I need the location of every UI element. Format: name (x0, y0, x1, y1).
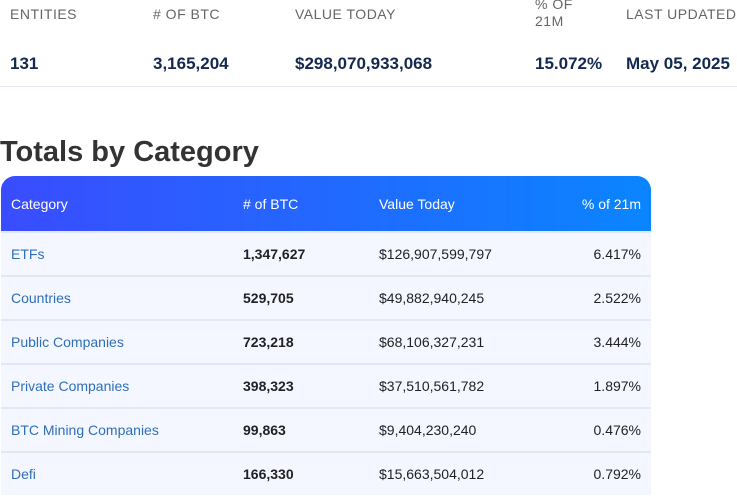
table-row: ETFs 1,347,627 $126,907,599,797 6.417% (1, 231, 651, 275)
header-percent: % OF 21M (535, 0, 573, 29)
btc-cell: 398,323 (243, 378, 294, 394)
summary-stats: ENTITIES # OF BTC VALUE TODAY % OF 21M L… (0, 0, 737, 87)
column-btc[interactable]: # of BTC (243, 195, 299, 212)
column-value[interactable]: Value Today (379, 195, 455, 212)
btc-cell: 529,705 (243, 290, 294, 306)
category-table: Category # of BTC Value Today % of 21m E… (1, 176, 651, 495)
category-link[interactable]: BTC Mining Companies (11, 422, 159, 438)
value-cell: $37,510,561,782 (379, 378, 485, 394)
value-cell: $9,404,230,240 (379, 422, 477, 438)
category-link[interactable]: Countries (11, 290, 71, 306)
column-category[interactable]: Category (11, 195, 68, 212)
header-updated: LAST UPDATED (626, 6, 737, 22)
category-link[interactable]: Defi (11, 466, 36, 482)
table-row: Private Companies 398,323 $37,510,561,782 1… (1, 363, 651, 407)
value-cell: $126,907,599,797 (379, 246, 492, 262)
percent-cell: 3.444% (593, 334, 641, 350)
percent-cell: 6.417% (593, 246, 641, 262)
percent-cell: 2.522% (593, 290, 641, 306)
table-row: BTC Mining Companies 99,863 $9,404,230,240… (1, 407, 651, 451)
btc-cell: 1,347,627 (243, 246, 306, 262)
btc-cell: 166,330 (243, 466, 294, 482)
btc-cell: 99,863 (243, 422, 286, 438)
value-cell: $15,663,504,012 (379, 466, 485, 482)
table-row: Countries 529,705 $49,882,940,245 2.522% (1, 275, 651, 319)
category-link[interactable]: ETFs (11, 246, 45, 262)
category-link[interactable]: Public Companies (11, 334, 124, 350)
btc-cell: 723,218 (243, 334, 294, 350)
value-percent: 15.072% (535, 54, 603, 73)
header-btc: # OF BTC (153, 6, 221, 22)
table-row: Defi 166,330 $15,663,504,012 0.792% (1, 451, 651, 495)
column-percent[interactable]: % of 21m (581, 195, 641, 212)
percent-cell: 0.792% (593, 466, 641, 482)
percent-cell: 0.476% (593, 422, 641, 438)
table-row: Public Companies 723,218 $68,106,327,231 3.… (1, 319, 651, 363)
value-btc: 3,165,204 (153, 54, 229, 73)
value-today: $298,070,933,068 (295, 54, 433, 73)
section-title: Totals by Category (0, 136, 259, 168)
value-cell: $49,882,940,245 (379, 290, 485, 306)
percent-cell: 1.897% (593, 378, 641, 394)
header-value: VALUE TODAY (295, 6, 396, 22)
header-entities: ENTITIES (10, 6, 78, 22)
category-link[interactable]: Private Companies (11, 378, 130, 394)
table-header: Category # of BTC Value Today % of 21m (1, 176, 651, 231)
value-updated: May 05, 2025 (626, 54, 730, 73)
value-cell: $68,106,327,231 (379, 334, 485, 350)
value-entities: 131 (10, 54, 39, 73)
